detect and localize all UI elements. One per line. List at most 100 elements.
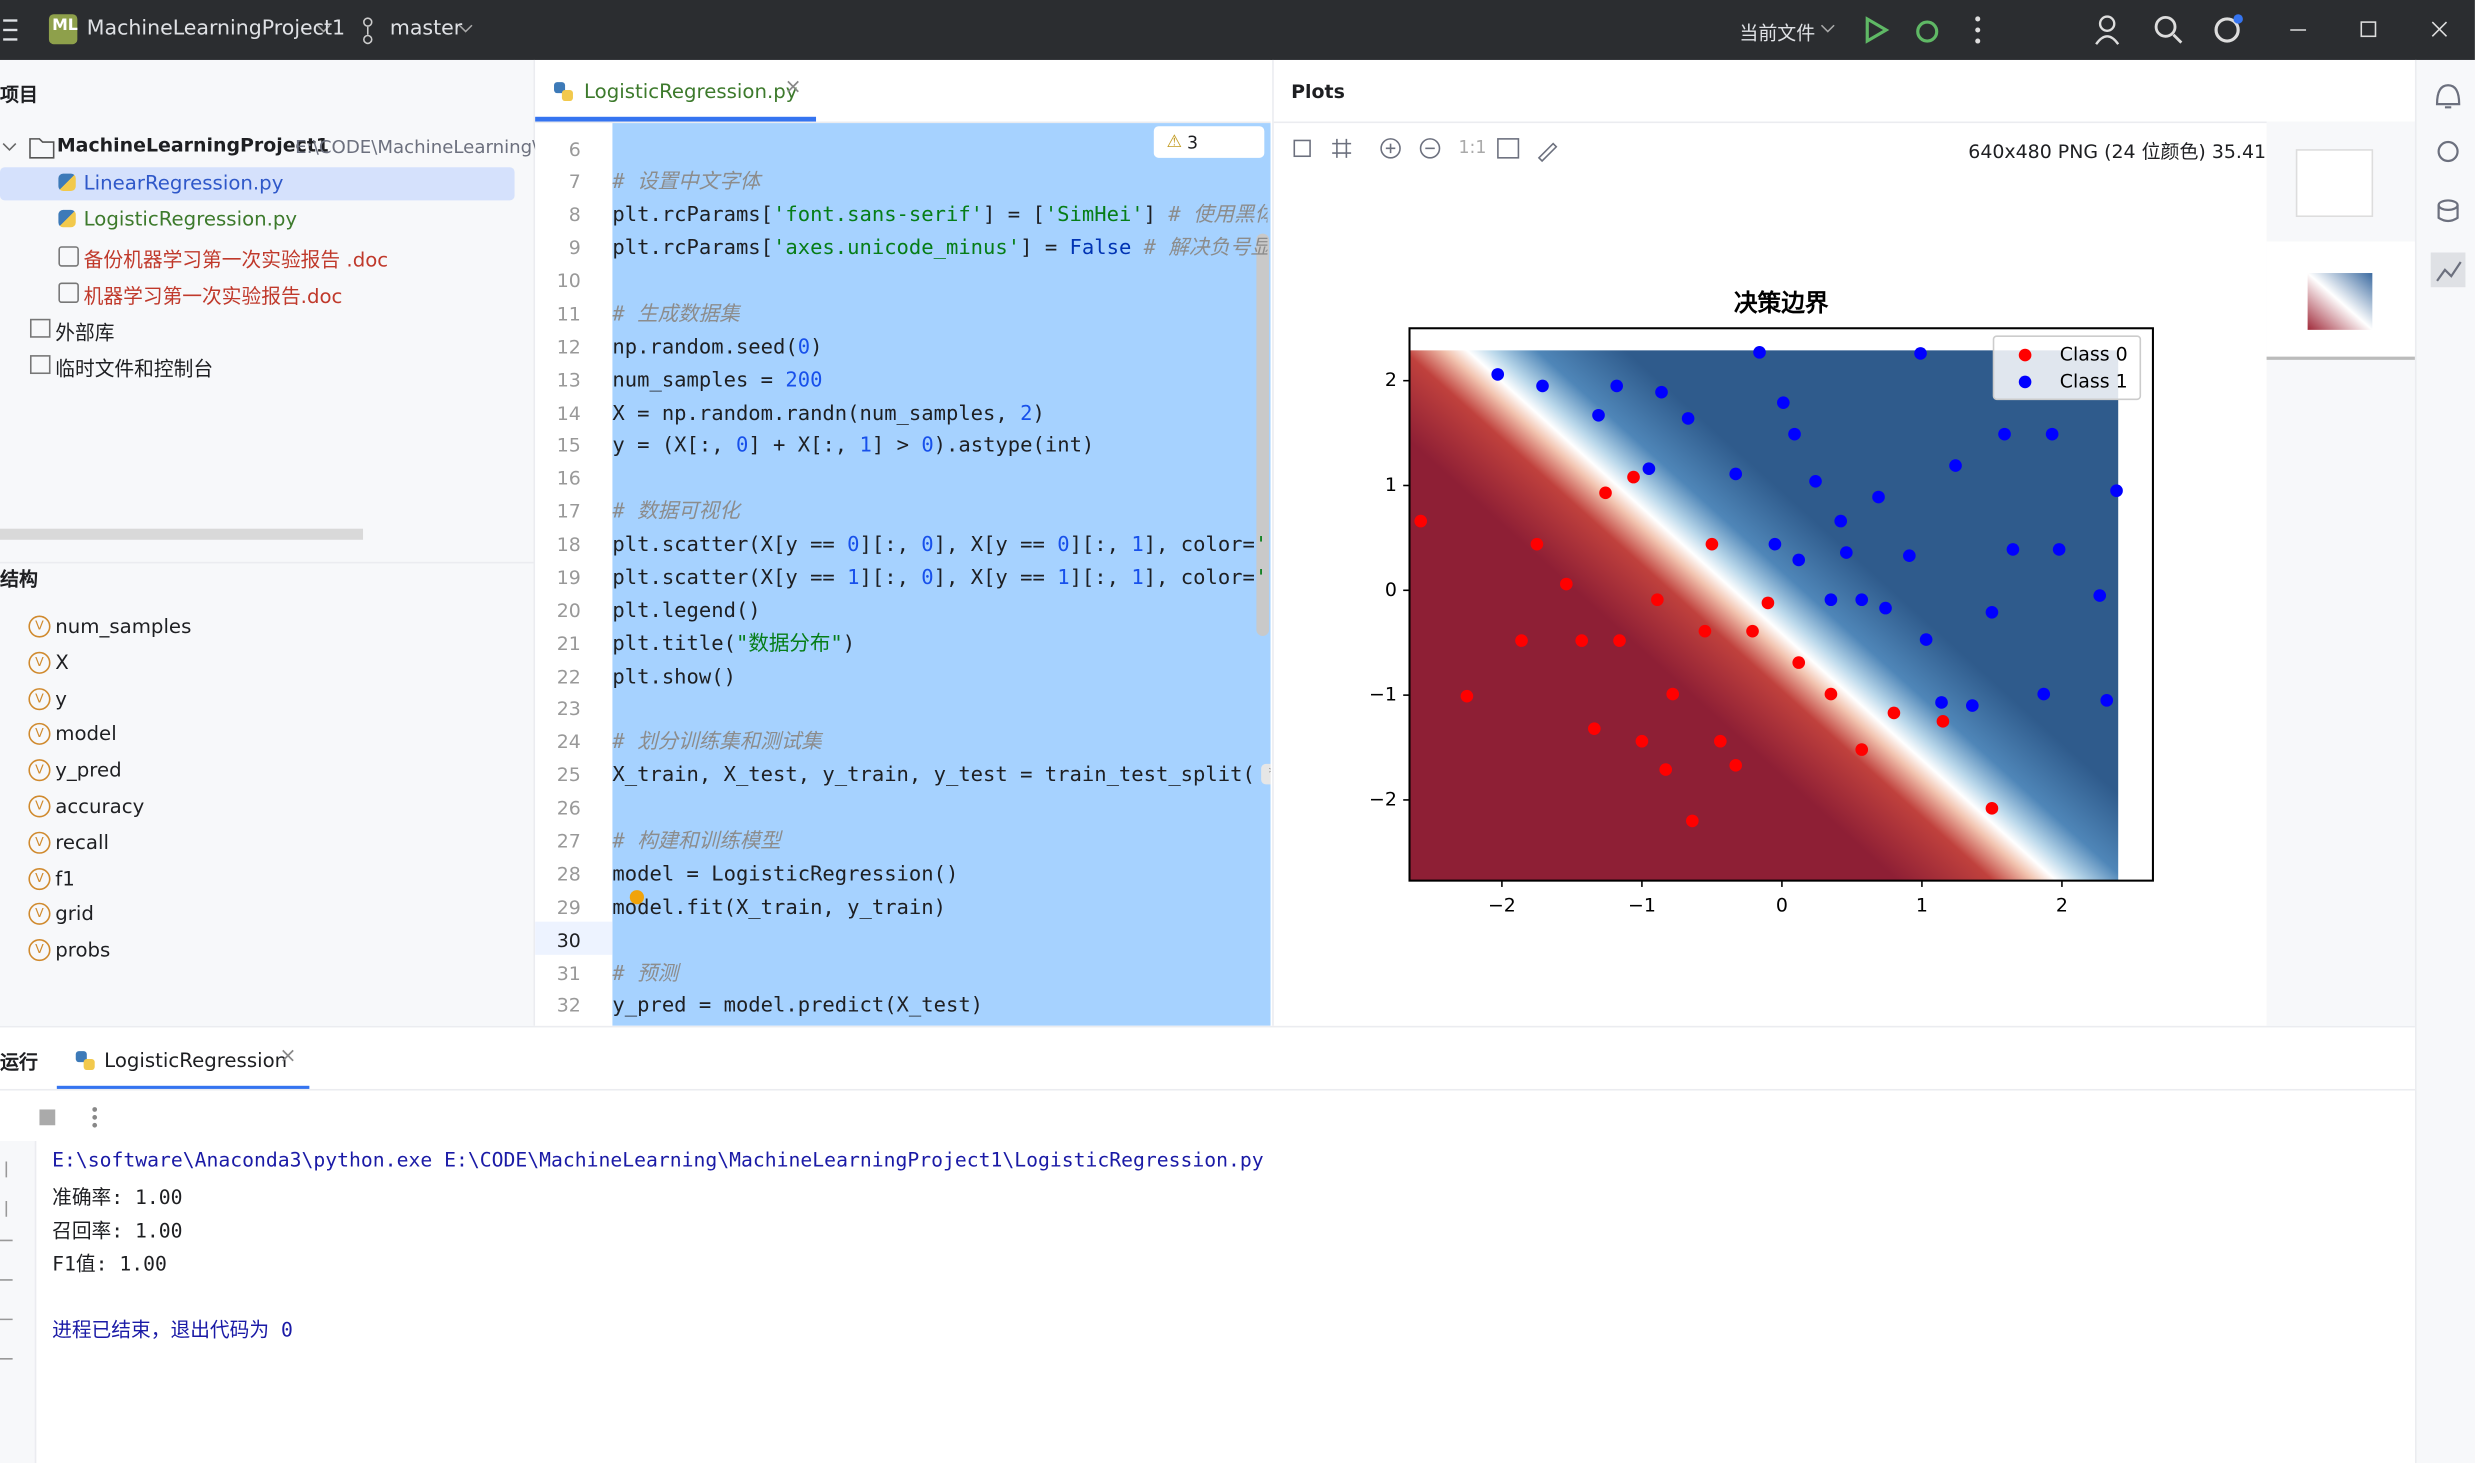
- branch-selector[interactable]: master: [389, 17, 463, 42]
- point: [1714, 734, 1727, 748]
- point: [1642, 462, 1656, 476]
- y-tick-label: 2: [1385, 369, 1397, 391]
- line-number: 30: [556, 928, 581, 952]
- tree-root[interactable]: MachineLearningProject1 E:\CODE\MachineL…: [0, 131, 538, 163]
- point: [1686, 814, 1699, 828]
- point: [2052, 543, 2066, 556]
- legend-marker: [2018, 348, 2032, 362]
- point: [1746, 624, 1759, 638]
- point: [1698, 624, 1712, 638]
- point: [1834, 514, 1848, 528]
- file-item[interactable]: LinearRegression.py: [83, 170, 284, 195]
- point: [1592, 408, 1605, 422]
- structure-item[interactable]: model: [55, 721, 117, 746]
- point: [1966, 699, 1979, 712]
- file-item[interactable]: 备份机器学习第一次实验报告 .doc: [83, 247, 389, 272]
- line-number: 14: [556, 401, 581, 424]
- file-icon: [58, 209, 76, 228]
- structure-item[interactable]: y: [55, 685, 67, 710]
- code-line: X = np.random.randn(num_samples, 2): [612, 401, 1045, 426]
- bulb[interactable]: [629, 890, 644, 905]
- decision-surface: [1409, 350, 2119, 881]
- point: [1515, 634, 1528, 647]
- structure-item[interactable]: num_samples: [55, 613, 192, 638]
- line-number: 28: [556, 863, 581, 886]
- code-line: # 数据可视化: [612, 500, 740, 525]
- code-line: model.fit(X_train, y_train): [612, 895, 946, 920]
- code-line: # 划分训练集和测试集: [612, 731, 822, 755]
- file-item[interactable]: 机器学习第一次实验报告.doc: [83, 284, 343, 308]
- point: [1655, 385, 1668, 399]
- inspection-widget[interactable]: ⚠ 3: [1153, 126, 1265, 158]
- tree-node[interactable]: 外部库: [55, 320, 115, 345]
- point: [1753, 346, 1766, 359]
- console-line: F1值: 1.00: [52, 1251, 167, 1276]
- structure-item[interactable]: grid: [55, 901, 94, 926]
- legend-marker: [2018, 375, 2032, 389]
- node-icon: [29, 355, 51, 375]
- root-name: MachineLearningProject1: [56, 134, 330, 157]
- y-tick-label: −1: [1369, 684, 1397, 706]
- file-item[interactable]: LogisticRegression.py: [83, 206, 298, 231]
- point: [1599, 486, 1612, 500]
- structure-item[interactable]: accuracy: [55, 793, 145, 818]
- project-selector[interactable]: MachineLearningProject1: [86, 17, 346, 42]
- tree-node[interactable]: 临时文件和控制台: [55, 356, 214, 381]
- line-number: 12: [556, 335, 581, 358]
- member-badge: V: [28, 795, 51, 818]
- legend-label: Class 0: [2060, 344, 2128, 366]
- member-badge: V: [28, 867, 51, 890]
- line-number: 22: [556, 665, 581, 688]
- structure-item[interactable]: probs: [55, 937, 111, 962]
- code-line: y = (X[:, 0] + X[:, 1] > 0).astype(int): [612, 434, 1095, 459]
- point: [2006, 543, 2020, 556]
- point: [1536, 379, 1549, 393]
- structure-item[interactable]: y_pred: [55, 757, 122, 782]
- line-number: 6: [568, 138, 581, 161]
- member-badge: V: [28, 651, 51, 674]
- structure-item[interactable]: f1: [55, 865, 75, 890]
- run-tab[interactable]: LogisticRegression: [104, 1047, 288, 1072]
- file-icon: [58, 173, 76, 191]
- code-line: num_samples = 200: [612, 368, 823, 393]
- inline-hint: *ar: [1261, 764, 1271, 785]
- tool-icons: [2430, 84, 2466, 288]
- code-line: plt.scatter(X[y == 0][:, 0], X[y == 0][:…: [612, 533, 1268, 558]
- code-line: plt.title("数据分布"): [612, 632, 856, 657]
- project-badge: ML: [52, 17, 78, 35]
- file-icon: [58, 246, 79, 267]
- line-number: 8: [568, 203, 581, 227]
- structure-item[interactable]: X: [55, 649, 69, 674]
- line-number: 26: [556, 797, 581, 820]
- chart-title: 决策边界: [1734, 289, 1829, 317]
- line-number: 27: [556, 830, 581, 853]
- x-tick-label: −2: [1488, 894, 1516, 916]
- line-number: 19: [556, 566, 581, 589]
- run-config[interactable]: 当前文件: [1739, 22, 1816, 45]
- title-icons: [3, 14, 2448, 45]
- code-line: # 构建和训练模型: [612, 830, 781, 854]
- selected-row: [0, 167, 515, 201]
- y-tick-label: 0: [1385, 579, 1397, 601]
- point: [1872, 490, 1885, 504]
- member-badge: V: [28, 723, 51, 746]
- panel-header: 项目: [0, 83, 38, 106]
- tool-strip: [2414, 59, 2475, 1463]
- point: [1824, 687, 1838, 701]
- code-line: plt.legend(): [612, 599, 761, 624]
- point: [1610, 379, 1624, 393]
- code-line: plt.scatter(X[y == 1][:, 0], X[y == 1][:…: [612, 566, 1268, 591]
- member-badge: V: [28, 939, 51, 962]
- member-badge: V: [28, 615, 51, 638]
- zoom-actual[interactable]: 1:1: [1458, 137, 1487, 158]
- console-line: 进程已结束，退出代码为 0: [52, 1317, 293, 1342]
- member-badge: V: [28, 687, 51, 710]
- point: [1919, 633, 1933, 646]
- structure-item[interactable]: recall: [55, 829, 109, 854]
- line-number: 13: [556, 368, 581, 391]
- y-tick-label: 1: [1385, 474, 1397, 496]
- line-number: 10: [556, 269, 581, 292]
- console-line: E:\software\Anaconda3\python.exe E:\CODE…: [52, 1147, 1264, 1172]
- editor-tab[interactable]: LogisticRegression.py: [584, 78, 798, 103]
- point: [1761, 596, 1775, 610]
